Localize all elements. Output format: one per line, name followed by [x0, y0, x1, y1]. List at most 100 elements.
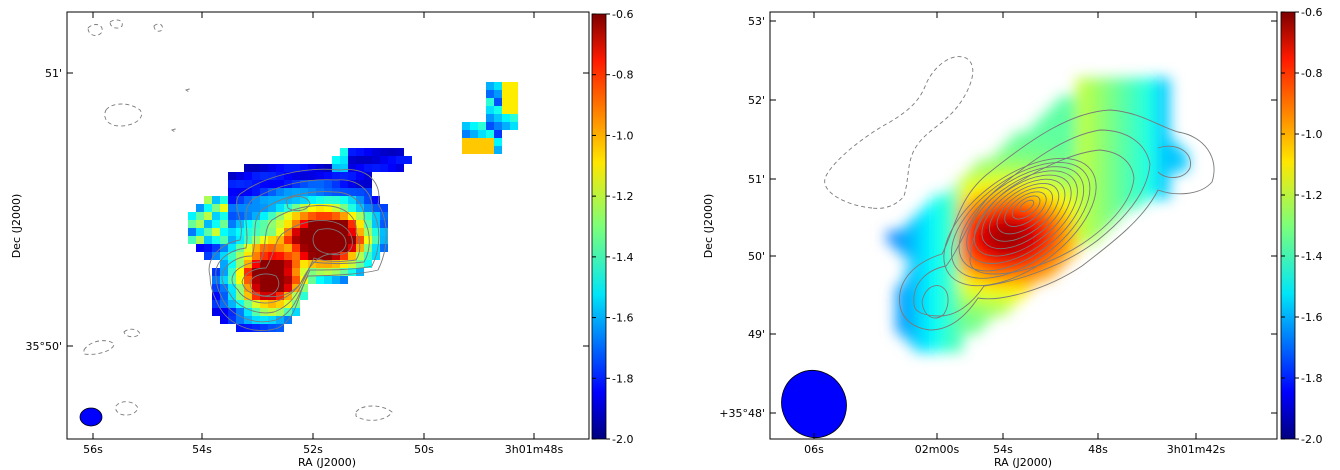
heatmap-pixel: [268, 204, 276, 212]
heatmap-pixel: [348, 212, 356, 220]
heatmap-pixel: [332, 212, 340, 220]
heatmap-pixel: [316, 220, 324, 228]
heatmap-pixel: [372, 244, 380, 252]
left-contour-outer: [208, 168, 387, 331]
heatmap-pixel: [220, 228, 228, 236]
heatmap-pixel: [260, 308, 268, 316]
heatmap-pixel: [308, 204, 316, 212]
heatmap-pixel: [356, 196, 364, 204]
heatmap-pixel: [268, 212, 276, 220]
heatmap-pixel: [292, 180, 300, 188]
heatmap-pixel: [276, 284, 284, 292]
heatmap-pixel: [276, 164, 284, 172]
heatmap-pixel: [356, 236, 364, 244]
heatmap-pixel: [196, 228, 204, 236]
heatmap-pixel: [268, 196, 276, 204]
heatmap-pixel: [276, 220, 284, 228]
heatmap-pixel: [252, 324, 260, 332]
heatmap-pixel: [236, 220, 244, 228]
heatmap-pixel: [332, 268, 340, 276]
heatmap-pixel: [340, 180, 348, 188]
heatmap-pixel: [268, 220, 276, 228]
heatmap-pixel: [228, 308, 236, 316]
heatmap-pixel: [236, 228, 244, 236]
heatmap-pixel: [236, 284, 244, 292]
x-tick-label: 56s: [83, 443, 103, 456]
heatmap-pixel: [348, 228, 356, 236]
heatmap-pixel: [252, 236, 260, 244]
heatmap-pixel: [212, 196, 220, 204]
heatmap-pixel: [276, 236, 284, 244]
heatmap-pixel: [340, 228, 348, 236]
heatmap-pixel: [292, 292, 300, 300]
heatmap-pixel: [356, 204, 364, 212]
heatmap-pixel: [332, 164, 340, 172]
heatmap-pixel: [204, 196, 212, 204]
heatmap-pixel: [348, 204, 356, 212]
heatmap-pixel: [292, 236, 300, 244]
heatmap-pixel: [308, 164, 316, 172]
heatmap-pixel: [276, 244, 284, 252]
heatmap-pixel: [324, 180, 332, 188]
right-contour-outer: [899, 109, 1215, 331]
heatmap-pixel: [220, 236, 228, 244]
heatmap-pixel: [494, 98, 502, 106]
heatmap-pixel: [284, 236, 292, 244]
heatmap-pixel: [260, 212, 268, 220]
heatmap-pixel: [348, 260, 356, 268]
heatmap-pixel: [324, 236, 332, 244]
heatmap-pixel: [268, 236, 276, 244]
heatmap-pixel: [220, 196, 228, 204]
heatmap-pixel: [236, 316, 244, 324]
heatmap-pixel: [348, 164, 356, 172]
heatmap-pixel: [204, 220, 212, 228]
heatmap-pixel: [372, 164, 380, 172]
heatmap-pixel: [244, 164, 252, 172]
heatmap-pixel: [510, 82, 518, 90]
heatmap-pixel: [494, 146, 502, 154]
heatmap-pixel: [292, 308, 300, 316]
heatmap-pixel: [244, 268, 252, 276]
heatmap-pixel: [324, 260, 332, 268]
x-tick-label: 54s: [993, 443, 1013, 456]
heatmap-pixel: [364, 164, 372, 172]
x-tick-label: 3h01m48s: [505, 443, 564, 456]
colorbar-tick-label: -1.8: [612, 372, 633, 385]
colorbar-tick-label: -1.2: [612, 190, 633, 203]
left-x-axis-label: RA (J2000): [298, 456, 356, 469]
heatmap-pixel: [340, 172, 348, 180]
heatmap-pixel: [510, 106, 518, 114]
right-contour-3: [921, 285, 949, 319]
right-contour-ring: [989, 182, 1060, 242]
heatmap-pixel: [308, 236, 316, 244]
heatmap-pixel: [268, 324, 276, 332]
heatmap-pixel: [284, 164, 292, 172]
heatmap-pixel: [300, 164, 308, 172]
x-tick-label: 06s: [804, 443, 824, 456]
heatmap-pixel: [316, 252, 324, 260]
heatmap-pixel: [276, 228, 284, 236]
heatmap-pixel: [462, 138, 470, 146]
heatmap-pixel: [244, 220, 252, 228]
heatmap-pixel: [332, 252, 340, 260]
heatmap-pixel: [212, 220, 220, 228]
heatmap-pixel: [300, 244, 308, 252]
right-x-axis-label: RA (J2000): [994, 456, 1052, 469]
heatmap-pixel: [494, 90, 502, 98]
heatmap-pixel: [308, 252, 316, 260]
heatmap-pixel: [470, 146, 478, 154]
heatmap-pixel: [236, 180, 244, 188]
heatmap-pixel: [252, 212, 260, 220]
heatmap-pixel: [228, 196, 236, 204]
heatmap-pixel: [340, 156, 348, 164]
heatmap-pixel: [220, 204, 228, 212]
heatmap-pixel: [244, 180, 252, 188]
right-contour-ring: [1004, 191, 1047, 227]
left-plot-frame: [66, 11, 590, 440]
heatmap-pixel: [212, 228, 220, 236]
heatmap-pixel: [332, 220, 340, 228]
heatmap-pixel: [478, 122, 486, 130]
heatmap-pixel: [340, 220, 348, 228]
heatmap-pixel: [276, 268, 284, 276]
